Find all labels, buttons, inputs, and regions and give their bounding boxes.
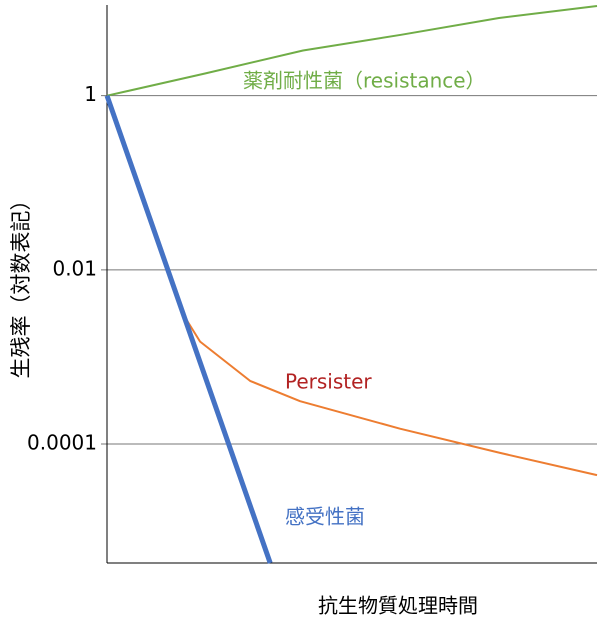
series-line xyxy=(106,5,598,97)
series-label: 薬剤耐性菌（resistance） xyxy=(243,69,486,93)
series-label: 感受性菌 xyxy=(285,505,365,529)
x-axis-label: 抗生物質処理時間 xyxy=(318,594,478,618)
series-line xyxy=(104,94,273,564)
y-tick-label: 0.01 xyxy=(52,256,97,280)
series-line xyxy=(106,95,598,477)
series-label: Persister xyxy=(285,370,372,394)
y-tick-label: 0.0001 xyxy=(27,431,97,455)
y-axis-label: 生残率（対数表記） xyxy=(9,190,33,379)
y-tick-label: 1 xyxy=(84,82,97,106)
